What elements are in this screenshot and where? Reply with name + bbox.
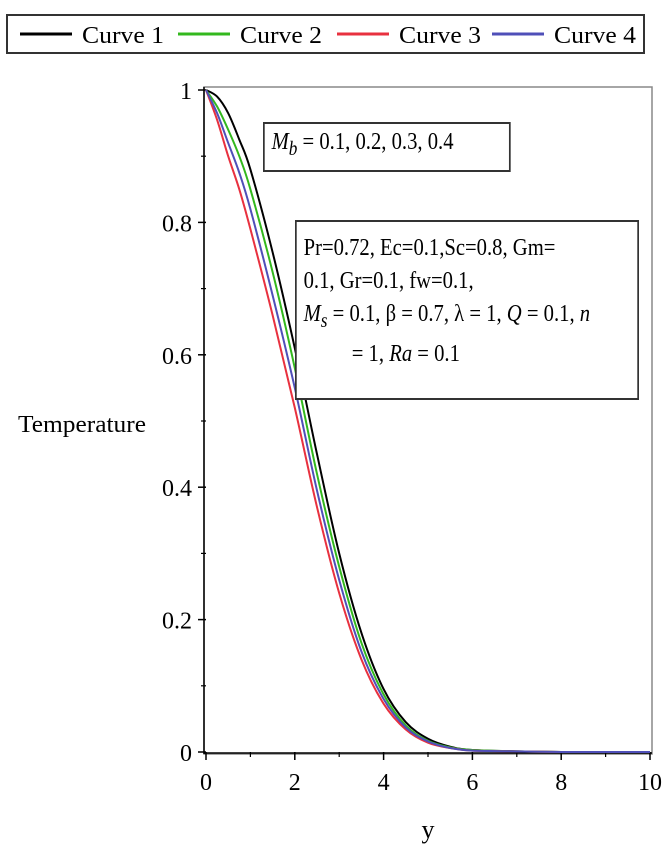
legend-label-curve-2: Curve 2 [240, 23, 322, 49]
series-line-curve-2 [205, 89, 650, 754]
series-line-curve-3 [205, 89, 650, 754]
series-line-curve-4 [205, 89, 650, 754]
x-tick-label: 10 [638, 770, 662, 796]
mb-values: = 0.1, 0.2, 0.3, 0.4 [297, 129, 454, 155]
plot-frame [203, 86, 653, 755]
x-tick-label: 4 [378, 770, 390, 796]
mb-symbol: M [271, 129, 289, 155]
series-line-curve-1 [205, 89, 650, 754]
params-line-1: Pr=0.72, Ec=0.1,Sc=0.8, Gm= [303, 235, 556, 261]
mb-annotation-box: Mb = 0.1, 0.2, 0.3, 0.4 [263, 122, 511, 172]
y-tick-label: 0.2 [162, 609, 192, 635]
params-line-2: 0.1, Gr=0.1, fw=0.1, [303, 268, 474, 294]
y-axis: 0 0.2 0.4 0.6 0.8 1 [162, 79, 206, 767]
params-line-3: Ms = 0.1, β = 0.7, λ = 1, Q = 0.1, n [303, 301, 591, 332]
series-lines [205, 89, 650, 754]
y-axis-label: Temperature [18, 412, 146, 438]
parameters-annotation-box: Pr=0.72, Ec=0.1,Sc=0.8, Gm= 0.1, Gr=0.1,… [295, 220, 639, 400]
x-tick-label: 6 [466, 770, 478, 796]
legend-label-curve-1: Curve 1 [82, 23, 164, 49]
x-axis-label: y [422, 815, 435, 844]
params-line-4: = 1, Ra = 0.1 [351, 340, 460, 367]
y-tick-label: 0.8 [162, 211, 192, 237]
legend: Curve 1 Curve 2 Curve 3 Curve 4 [6, 14, 645, 54]
mb-subscript: b [288, 137, 298, 160]
y-tick-label: 0.6 [162, 344, 192, 370]
y-tick-label: 0 [180, 741, 192, 767]
x-axis: 0 2 4 6 8 10 [200, 752, 662, 796]
x-tick-label: 2 [289, 770, 301, 796]
y-tick-label: 1 [180, 79, 192, 105]
legend-label-curve-4: Curve 4 [554, 23, 636, 49]
legend-label-curve-3: Curve 3 [399, 23, 481, 49]
x-tick-label: 8 [555, 770, 567, 796]
y-tick-label: 0.4 [162, 476, 192, 502]
x-tick-label: 0 [200, 770, 212, 796]
